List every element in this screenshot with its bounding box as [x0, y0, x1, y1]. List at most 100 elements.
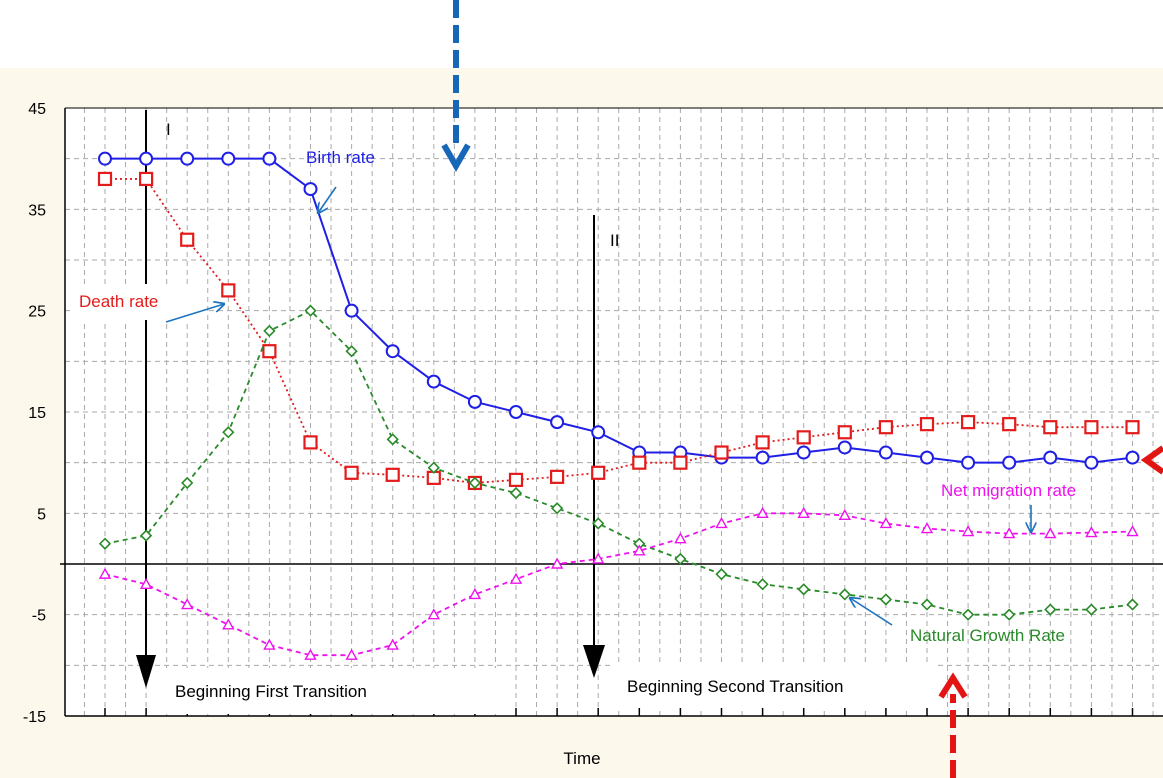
y-tick-label: 15	[28, 405, 46, 422]
net-migration-rate-point	[1003, 527, 1016, 539]
birth-rate-point	[1043, 450, 1058, 465]
birth-rate-point	[1002, 455, 1017, 470]
birth-rate-point	[303, 182, 318, 197]
natural-growth-rate-point	[1044, 603, 1057, 616]
birth-rate-point	[385, 344, 400, 359]
birth-rate-pointer-arrow	[318, 186, 337, 213]
net-migration-rate-point	[797, 506, 810, 519]
first-transition-arrowhead	[136, 655, 156, 688]
birth-rate-point	[1084, 455, 1099, 470]
x-axis-label: Time	[563, 749, 600, 768]
second-transition-arrowhead	[583, 645, 605, 678]
birth-rate-point	[837, 440, 852, 455]
death-rate-point	[919, 417, 935, 432]
birth-rate-point	[98, 151, 112, 166]
death-rate-point	[180, 232, 195, 247]
y-axis-ticks: 45 35 25 15 5 -5 -15	[23, 101, 46, 726]
natural-growth-rate-point	[961, 608, 975, 621]
death-rate-point	[673, 455, 688, 470]
natural-growth-rate-point	[98, 537, 112, 550]
death-rate-point	[632, 455, 647, 470]
first-transition-label: Beginning First Transition	[175, 682, 367, 701]
birth-rate-point	[139, 151, 154, 166]
death-rate-point	[303, 435, 318, 450]
death-rate-point	[837, 425, 852, 440]
net-migration-rate-point	[715, 517, 728, 529]
y-tick-label: 45	[28, 101, 46, 118]
death-rate-point	[262, 344, 277, 359]
net-migration-rate-point	[139, 577, 153, 589]
top-dashed-arrowhead	[441, 143, 471, 173]
birth-rate-point	[344, 303, 359, 318]
y-tick-label: -5	[32, 608, 46, 625]
birth-rate-point	[550, 415, 565, 430]
net-migration-rate-point	[756, 506, 769, 519]
net-migration-rate-point	[550, 557, 564, 569]
net-migration-rate-point	[920, 522, 934, 534]
death-rate-point	[1002, 417, 1017, 432]
birth-rate-point	[878, 445, 893, 460]
death-rate-point	[385, 467, 400, 482]
net-migration-rate-point	[263, 638, 276, 650]
net-migration-rate-point	[592, 552, 605, 564]
natural-growth-rate-point	[181, 476, 194, 490]
death-rate-label-box	[72, 284, 207, 320]
birth-rate-point	[509, 405, 523, 419]
right-edge-arrowhead	[1140, 445, 1163, 475]
y-tick-label: 35	[28, 202, 46, 219]
series-layer	[97, 151, 1140, 660]
birth-rate-point	[920, 450, 934, 465]
death-rate-label: Death rate	[79, 292, 158, 311]
natural-growth-rate-line	[104, 309, 1133, 616]
net-migration-rate-point	[633, 544, 646, 556]
natural-growth-rate-point	[222, 426, 235, 439]
death-rate-point	[139, 171, 154, 187]
death-rate-point	[1084, 420, 1099, 435]
natural-growth-rate-point	[468, 476, 482, 490]
death-rate-point	[344, 465, 359, 480]
phase-ii-label: II	[610, 231, 619, 250]
birth-rate-point	[262, 151, 277, 166]
natural-growth-pointer-arrow	[850, 598, 893, 626]
death-rate-point	[221, 283, 236, 298]
net-migration-rate-point	[1044, 527, 1057, 539]
birth-rate-point	[180, 151, 195, 166]
net-migration-rate-point	[961, 525, 975, 537]
net-migration-rate-point	[838, 508, 851, 521]
death-rate-point	[508, 472, 524, 487]
death-rate-point	[591, 465, 606, 480]
birth-rate-point	[426, 374, 441, 389]
net-migration-rate-line	[104, 512, 1133, 657]
birth-rate-point	[467, 394, 482, 409]
death-rate-pointer-arrow	[165, 304, 224, 323]
natural-growth-rate-point	[797, 583, 810, 596]
death-rate-point	[796, 430, 811, 445]
net-migration-rate-point	[386, 638, 399, 650]
natural-growth-rate-point	[674, 552, 687, 566]
net-migration-rate-point	[427, 608, 440, 620]
bottom-dashed-arrowhead	[938, 672, 968, 699]
death-rate-point	[549, 469, 565, 484]
natural-growth-rate-point	[427, 461, 440, 474]
natural-growth-label: Natural Growth Rate	[910, 626, 1065, 645]
death-rate-point	[1125, 420, 1140, 435]
birth-rate-point	[1125, 450, 1140, 465]
birth-rate-label: Birth rate	[306, 148, 375, 167]
net-migration-rate-point	[1126, 525, 1139, 537]
natural-growth-rate-point	[838, 588, 851, 601]
natural-growth-rate-point	[263, 324, 276, 338]
death-rate-point	[97, 171, 113, 187]
death-rate-point	[960, 415, 976, 430]
birth-rate-point	[961, 455, 976, 470]
natural-growth-rate-point	[345, 345, 358, 358]
natural-growth-rate-point	[139, 529, 153, 542]
net-migration-rate-point	[98, 567, 112, 579]
net-migration-rate-point	[509, 572, 523, 584]
natural-growth-rate-point	[304, 304, 317, 317]
y-tick-label: -15	[23, 709, 46, 726]
natural-growth-rate-point	[920, 598, 934, 611]
birth-rate-point	[591, 425, 606, 440]
natural-growth-rate-point	[592, 517, 605, 530]
phase-i-label: I	[166, 120, 171, 139]
death-rate-point	[878, 420, 894, 435]
